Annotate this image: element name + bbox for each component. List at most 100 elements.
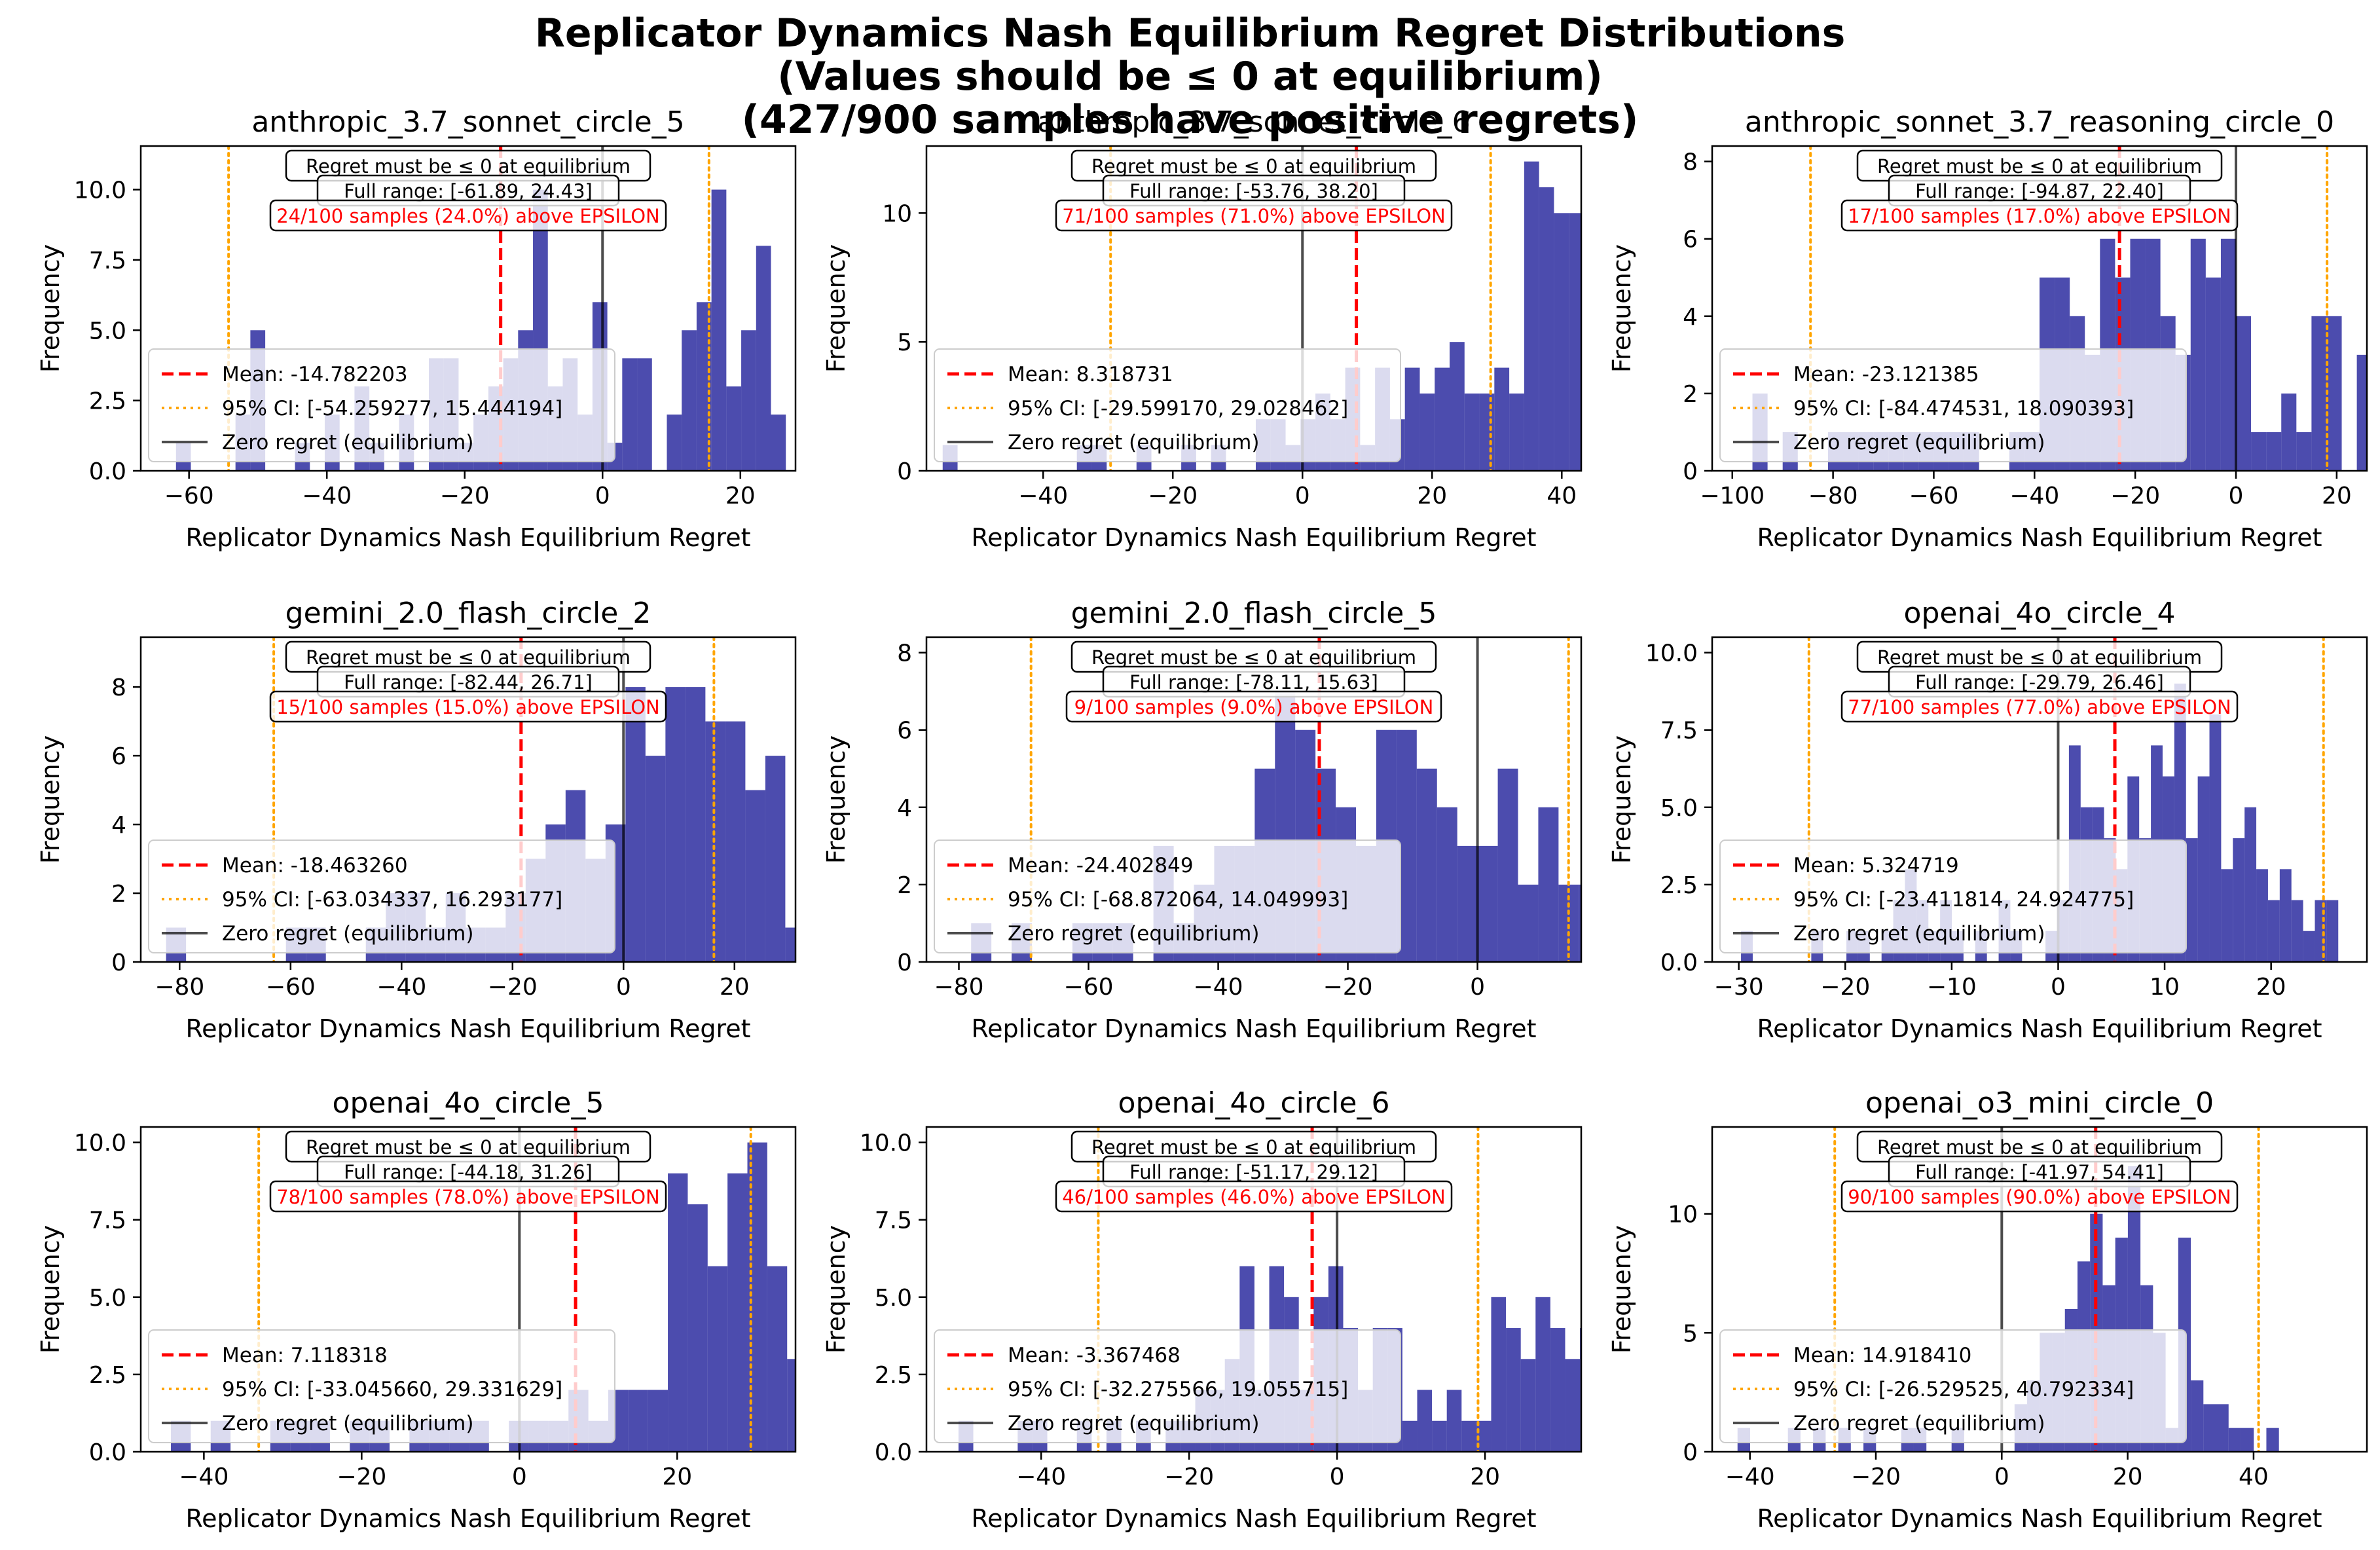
y-tick-label: 5.0 — [89, 1285, 126, 1312]
x-tick-label: 0 — [512, 1464, 527, 1490]
legend-label-1: Mean: -24.402849 — [1008, 854, 1194, 877]
y-tick-label: 5 — [1683, 1320, 1698, 1347]
x-tick-label: −40 — [1725, 1464, 1775, 1490]
annotation-range: Full range: [-29.79, 26.46] — [1915, 671, 2164, 693]
y-tick-label: 8 — [1683, 149, 1698, 176]
axes-frame — [139, 636, 797, 963]
y-tick-label: 7.5 — [1660, 718, 1698, 745]
annotation-above-box — [1055, 199, 1453, 232]
legend-label-2: 95% CI: [-32.275566, 19.055715] — [1008, 1378, 1348, 1401]
y-tick-label: 4 — [897, 795, 912, 822]
y-tick-label: 5.0 — [89, 318, 126, 344]
y-tick-label: 0 — [897, 950, 912, 976]
histogram-bar — [648, 1390, 668, 1452]
histogram-bar — [1497, 768, 1518, 962]
y-axis-label: Frequency — [822, 1225, 851, 1354]
histogram-bar — [2197, 776, 2210, 962]
annotation-above-box — [269, 1180, 667, 1213]
annotation-range: Full range: [-94.87, 22.40] — [1915, 180, 2164, 202]
y-tick-label: 2 — [897, 872, 912, 899]
histogram-bar — [1580, 1328, 1581, 1452]
histogram-bar — [1419, 393, 1435, 471]
histogram-bar — [727, 1173, 748, 1452]
x-tick-label: 20 — [2113, 1464, 2143, 1490]
histogram-bar — [2216, 1404, 2229, 1452]
x-tick-label: −20 — [488, 974, 538, 1001]
histogram-bar — [1700, 885, 1721, 962]
x-tick-label: 20 — [2256, 974, 2286, 1001]
x-tick-label: 0 — [595, 483, 610, 509]
histogram-bar — [2191, 1380, 2204, 1452]
annotation-range: Full range: [-53.76, 38.20] — [1129, 180, 1378, 202]
legend-box — [148, 348, 615, 462]
histogram-bar — [668, 1173, 688, 1452]
histogram-bar — [1464, 393, 1480, 471]
x-tick-label: −20 — [1851, 1464, 1901, 1490]
y-tick-label: 0 — [897, 458, 912, 485]
x-tick-label: 0 — [1330, 1464, 1345, 1490]
axes-frame — [925, 636, 1583, 963]
y-tick-label: 2.5 — [89, 1362, 126, 1389]
histogram-bar — [707, 1266, 728, 1452]
x-tick-label: −40 — [1194, 974, 1243, 1001]
x-tick-label: −80 — [1808, 483, 1858, 509]
histogram-bar — [1506, 1328, 1521, 1452]
subplot-title: openai_4o_circle_4 — [1904, 597, 2176, 630]
histogram-bar — [1494, 367, 1510, 471]
histogram-bar — [2256, 869, 2268, 962]
y-tick-label: 0 — [1683, 458, 1698, 485]
x-tick-label: 20 — [662, 1464, 692, 1490]
subplot-3: Regret must be ≤ 0 at equilibrium Full ra… — [1607, 105, 2368, 552]
axes-frame — [925, 145, 1583, 472]
y-tick-label: 6 — [897, 718, 912, 745]
subplot-title: gemini_2.0_flash_circle_5 — [1071, 597, 1437, 630]
x-axis-label: Replicator Dynamics Nash Equilibrium Reg… — [185, 1504, 750, 1533]
histogram-bar — [1579, 884, 1581, 962]
annotation-must: Regret must be ≤ 0 at equilibrium — [1091, 1136, 1416, 1158]
axes-frame — [1711, 1126, 2368, 1453]
annotation-must: Regret must be ≤ 0 at equilibrium — [1877, 1136, 2202, 1158]
histogram-bar — [2205, 277, 2221, 471]
x-tick-label: −60 — [266, 974, 316, 1001]
x-tick-label: −20 — [1323, 974, 1373, 1001]
annotation-above: 78/100 samples (78.0%) above EPSILON — [276, 1186, 660, 1208]
y-axis-label: Frequency — [36, 1225, 65, 1354]
y-tick-label: 7.5 — [875, 1208, 912, 1234]
legend-label-3: Zero regret (equilibrium) — [222, 431, 473, 454]
annotation-above-box — [1065, 690, 1442, 723]
histogram-bar — [1416, 768, 1437, 962]
histogram-bar — [1435, 367, 1450, 471]
histogram-bar — [711, 189, 727, 471]
y-tick-label: 0 — [1683, 1439, 1698, 1466]
y-tick-label: 0.0 — [89, 458, 126, 485]
histogram-bar — [2279, 869, 2292, 962]
legend-box — [148, 1329, 615, 1443]
x-tick-label: −60 — [164, 483, 214, 509]
x-tick-label: −40 — [1018, 483, 1068, 509]
subplot-title: anthropic_sonnet_3.7_reasoning_circle_0 — [1745, 105, 2334, 139]
histogram-bar — [2356, 354, 2367, 471]
histogram-bar — [1457, 845, 1478, 962]
histogram-bar — [705, 721, 725, 962]
x-axis-label: Replicator Dynamics Nash Equilibrium Reg… — [1757, 523, 2322, 552]
annotation-must: Regret must be ≤ 0 at equilibrium — [1877, 155, 2202, 177]
y-tick-label: 2 — [1683, 381, 1698, 408]
x-tick-label: −40 — [1016, 1464, 1066, 1490]
histogram-bar — [825, 893, 845, 962]
histogram-bar — [2291, 900, 2303, 962]
histogram-bar — [1491, 1297, 1507, 1452]
annotation-above: 15/100 samples (15.0%) above EPSILON — [276, 696, 660, 718]
subplot-title: openai_o3_mini_circle_0 — [1865, 1086, 2214, 1120]
histogram-bar — [1477, 845, 1498, 962]
histogram-bar — [622, 358, 638, 471]
x-tick-label: −20 — [1820, 974, 1870, 1001]
histogram-bar — [726, 386, 742, 471]
annotation-range: Full range: [-78.11, 15.63] — [1129, 671, 1378, 693]
annotation-must: Regret must be ≤ 0 at equilibrium — [1091, 646, 1416, 669]
histogram-bar — [860, 443, 875, 471]
x-tick-label: 0 — [1994, 1464, 2009, 1490]
legend-label-1: Mean: -23.121385 — [1793, 363, 1979, 386]
x-tick-label: −40 — [376, 974, 426, 1001]
histogram-bar — [1628, 368, 1643, 471]
